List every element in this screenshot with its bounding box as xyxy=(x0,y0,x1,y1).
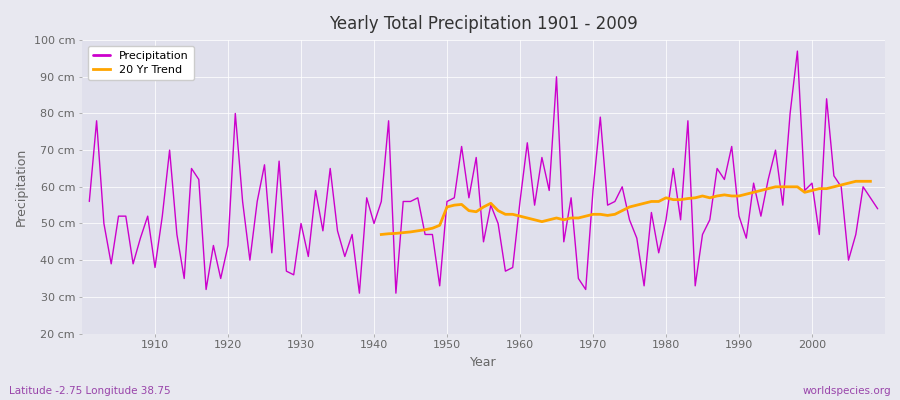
Precipitation xyxy=(515,199,526,204)
Line: 20 Yr Trend: 20 Yr Trend xyxy=(382,181,870,234)
Precipitation xyxy=(84,199,94,204)
Precipitation xyxy=(792,49,803,54)
20 Yr Trend xyxy=(376,232,387,237)
Title: Yearly Total Precipitation 1901 - 2009: Yearly Total Precipitation 1901 - 2009 xyxy=(329,15,638,33)
20 Yr Trend xyxy=(580,214,591,218)
20 Yr Trend xyxy=(485,201,496,206)
Y-axis label: Precipitation: Precipitation xyxy=(15,148,28,226)
20 Yr Trend xyxy=(850,179,861,184)
X-axis label: Year: Year xyxy=(470,356,497,369)
Text: worldspecies.org: worldspecies.org xyxy=(803,386,891,396)
20 Yr Trend xyxy=(653,199,664,204)
Precipitation xyxy=(872,206,883,211)
Precipitation xyxy=(346,232,357,237)
Text: Latitude -2.75 Longitude 38.75: Latitude -2.75 Longitude 38.75 xyxy=(9,386,171,396)
20 Yr Trend xyxy=(865,179,876,184)
Precipitation xyxy=(354,291,364,296)
Line: Precipitation: Precipitation xyxy=(89,51,878,293)
20 Yr Trend xyxy=(661,196,671,200)
Precipitation xyxy=(609,199,620,204)
Legend: Precipitation, 20 Yr Trend: Precipitation, 20 Yr Trend xyxy=(87,46,194,80)
Precipitation xyxy=(142,214,153,218)
Precipitation xyxy=(522,140,533,145)
20 Yr Trend xyxy=(814,186,824,191)
20 Yr Trend xyxy=(492,208,503,213)
Precipitation xyxy=(303,254,314,259)
